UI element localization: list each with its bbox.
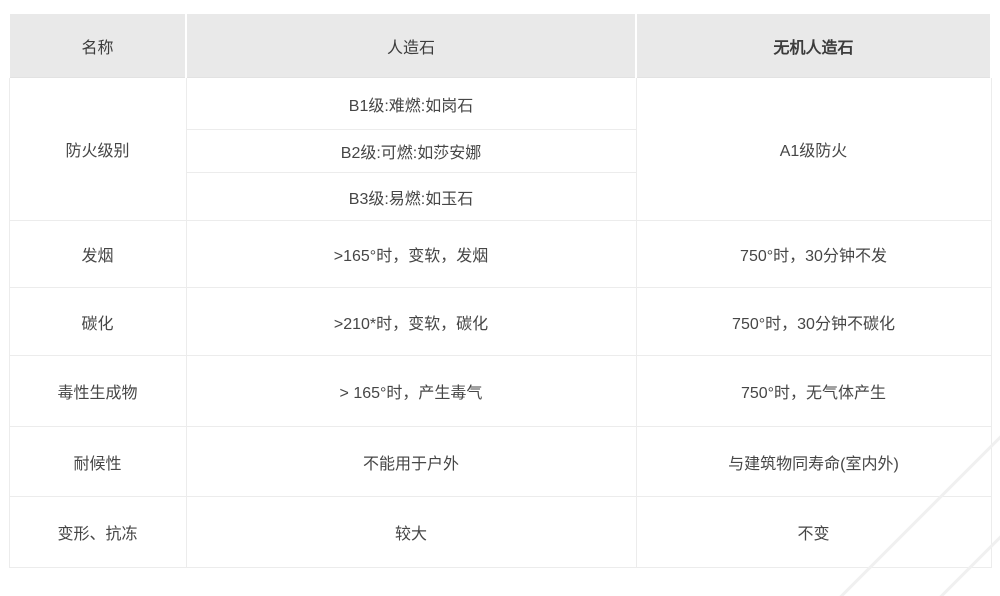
cell-toxic-artificial: > 165°时，产生毒气 bbox=[185, 355, 637, 427]
cell-carbonization-name: 碳化 bbox=[8, 287, 187, 356]
cell-weather-inorganic: 与建筑物同寿命(室内外) bbox=[635, 426, 992, 497]
cell-deformation-artificial: 较大 bbox=[185, 496, 637, 568]
cell-fire-rating-b2: B2级:可燃:如莎安娜 bbox=[185, 129, 637, 173]
header-cell-artificial-stone: 人造石 bbox=[185, 14, 637, 78]
cell-fire-rating-inorganic: A1级防火 bbox=[635, 77, 992, 221]
cell-weather-artificial: 不能用于户外 bbox=[185, 426, 637, 497]
cell-carbonization-inorganic: 750°时，30分钟不碳化 bbox=[635, 287, 992, 356]
table-row-carbonization: 碳化 >210*时，变软，碳化 750°时，30分钟不碳化 bbox=[8, 287, 992, 356]
stone-comparison-table: 名称 人造石 无机人造石 防火级别 B1级:难燃:如岗石 A1级防火 B2级:可… bbox=[8, 14, 992, 568]
table-row-fire-rating-2: B2级:可燃:如莎安娜 bbox=[9, 129, 991, 173]
table-row-toxic-products: 毒性生成物 > 165°时，产生毒气 750°时，无气体产生 bbox=[8, 355, 992, 427]
cell-smoke-name: 发烟 bbox=[8, 220, 187, 288]
table-row-fire-rating-3: B3级:易燃:如玉石 bbox=[9, 172, 991, 221]
cell-fire-rating-b1: B1级:难燃:如岗石 bbox=[185, 77, 637, 130]
cell-carbonization-artificial: >210*时，变软，碳化 bbox=[185, 287, 637, 356]
cell-fire-rating-name: 防火级别 bbox=[8, 77, 187, 221]
cell-smoke-artificial: >165°时，变软，发烟 bbox=[185, 220, 637, 288]
cell-fire-rating-b3: B3级:易燃:如玉石 bbox=[185, 172, 637, 221]
cell-weather-name: 耐候性 bbox=[8, 426, 187, 497]
table-row-smoke: 发烟 >165°时，变软，发烟 750°时，30分钟不发 bbox=[8, 220, 992, 288]
cell-deformation-inorganic: 不变 bbox=[635, 496, 992, 568]
table-row-fire-rating-1: 防火级别 B1级:难燃:如岗石 A1级防火 bbox=[8, 77, 992, 221]
header-cell-name: 名称 bbox=[8, 14, 187, 78]
cell-deformation-name: 变形、抗冻 bbox=[8, 496, 187, 568]
cell-toxic-name: 毒性生成物 bbox=[8, 355, 187, 427]
cell-toxic-inorganic: 750°时，无气体产生 bbox=[635, 355, 992, 427]
cell-smoke-inorganic: 750°时，30分钟不发 bbox=[635, 220, 992, 288]
header-cell-inorganic-artificial-stone: 无机人造石 bbox=[635, 14, 992, 78]
table-row-weather-resistance: 耐候性 不能用于户外 与建筑物同寿命(室内外) bbox=[8, 426, 992, 497]
header-row: 名称 人造石 无机人造石 bbox=[8, 14, 992, 78]
table-row-deformation-frost: 变形、抗冻 较大 不变 bbox=[8, 496, 992, 568]
